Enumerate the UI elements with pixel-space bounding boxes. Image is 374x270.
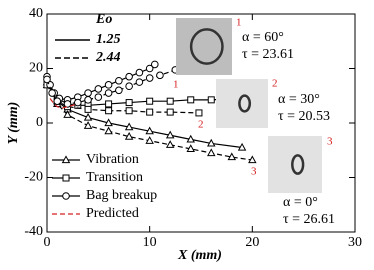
marker xyxy=(135,68,144,77)
marker xyxy=(63,110,72,118)
marker xyxy=(94,85,103,93)
legend-label: Bag breakup xyxy=(86,188,157,203)
series-line xyxy=(46,81,243,149)
marker xyxy=(74,98,82,107)
legend-label: Vibration xyxy=(86,152,139,167)
marker xyxy=(165,130,175,139)
inset-photo xyxy=(268,136,322,193)
marker xyxy=(62,174,70,182)
marker xyxy=(124,131,134,140)
marker xyxy=(83,121,93,129)
marker xyxy=(145,136,154,144)
inset-number: 2 xyxy=(272,78,278,90)
marker xyxy=(63,100,72,108)
marker xyxy=(104,89,113,97)
droplet xyxy=(189,28,224,65)
legend-label: Transition xyxy=(86,170,143,185)
droplet xyxy=(291,154,305,175)
marker xyxy=(104,81,113,89)
marker xyxy=(166,97,174,105)
marker xyxy=(165,140,175,148)
marker xyxy=(125,107,133,115)
legend-title: Eo xyxy=(95,12,112,27)
marker xyxy=(195,109,203,117)
x-axis-label: X (mm) xyxy=(177,248,222,263)
inset-photo xyxy=(216,79,268,128)
marker xyxy=(146,108,154,116)
marker xyxy=(53,97,62,105)
marker xyxy=(62,192,70,200)
marker xyxy=(248,155,257,164)
marker xyxy=(156,71,164,80)
marker xyxy=(94,93,103,101)
marker xyxy=(207,148,216,157)
inset-alpha: α = 0° xyxy=(283,195,318,210)
x-tick-label: 10 xyxy=(143,235,157,250)
droplet xyxy=(238,94,252,113)
marker xyxy=(105,100,113,108)
y-tick-label: -20 xyxy=(24,170,43,185)
marker xyxy=(84,105,92,113)
marker xyxy=(145,126,154,135)
inset-number: 3 xyxy=(327,136,333,148)
marker xyxy=(207,138,216,147)
marker xyxy=(124,122,134,131)
marker xyxy=(61,155,71,164)
legend-label: 1.25 xyxy=(96,32,121,47)
marker xyxy=(237,142,247,151)
y-tick-label: 40 xyxy=(29,6,43,21)
marker xyxy=(43,75,51,84)
marker xyxy=(48,89,56,97)
marker xyxy=(186,144,195,152)
y-tick-label: 0 xyxy=(36,115,43,130)
marker xyxy=(151,60,159,69)
inset-tau: τ = 23.61 xyxy=(242,47,294,62)
marker xyxy=(104,118,113,127)
marker xyxy=(135,78,144,86)
x-tick-label: 20 xyxy=(245,235,259,250)
curve-label: 3 xyxy=(251,166,257,178)
x-tick-label: 30 xyxy=(348,235,362,250)
curve-label: 1 xyxy=(173,79,179,91)
y-axis-label: Y (mm) xyxy=(6,102,21,145)
y-tick-label: 20 xyxy=(29,61,43,76)
x-tick-label: 0 xyxy=(44,235,51,250)
marker xyxy=(125,72,133,81)
marker xyxy=(84,96,92,104)
inset-tau: τ = 26.61 xyxy=(283,212,335,227)
legend-label: 2.44 xyxy=(95,50,121,65)
marker xyxy=(146,97,154,105)
series-line xyxy=(46,84,253,161)
inset-alpha: α = 30° xyxy=(278,92,320,107)
marker xyxy=(125,99,133,107)
inset-alpha: α = 60° xyxy=(242,30,284,45)
marker xyxy=(187,96,195,104)
marker xyxy=(145,64,154,73)
legend-label: Predicted xyxy=(86,206,139,221)
inset-tau: τ = 20.53 xyxy=(278,109,330,124)
y-tick-label: -40 xyxy=(24,224,43,239)
marker xyxy=(83,112,93,121)
curve-label: 2 xyxy=(198,119,204,131)
marker xyxy=(207,96,215,104)
marker xyxy=(105,107,113,115)
marker xyxy=(115,76,123,85)
inset-number: 1 xyxy=(236,17,242,29)
marker xyxy=(104,126,113,135)
marker xyxy=(145,74,154,82)
marker xyxy=(166,108,174,116)
marker xyxy=(227,152,237,161)
marker xyxy=(186,134,195,143)
marker xyxy=(115,86,123,95)
marker xyxy=(125,82,133,91)
marker xyxy=(84,89,92,97)
